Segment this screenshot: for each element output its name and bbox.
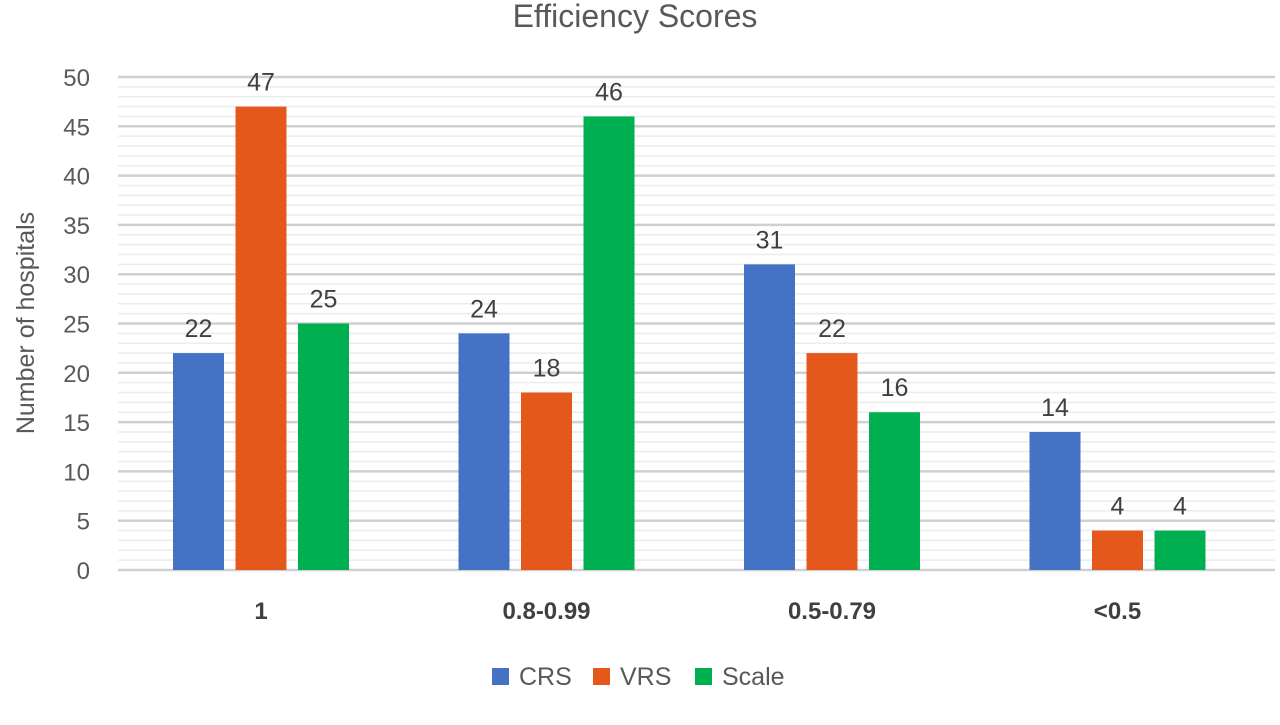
y-axis-label: Number of hospitals bbox=[12, 212, 40, 434]
bar-crs bbox=[173, 353, 224, 570]
data-label: 18 bbox=[533, 355, 561, 383]
x-tick-label: 0.8-0.99 bbox=[502, 598, 590, 625]
data-label: 14 bbox=[1041, 394, 1069, 422]
bar-vrs bbox=[1092, 530, 1143, 570]
y-tick-label: 30 bbox=[63, 262, 90, 289]
y-tick-label: 15 bbox=[63, 410, 90, 437]
data-label: 4 bbox=[1173, 493, 1187, 521]
y-tick-label: 25 bbox=[63, 312, 90, 339]
legend-swatch-scale bbox=[695, 668, 712, 685]
y-tick-label: 5 bbox=[77, 509, 90, 536]
data-label: 22 bbox=[185, 315, 213, 343]
bar-scale bbox=[298, 323, 349, 570]
legend-swatch-crs bbox=[492, 668, 509, 685]
y-tick-label: 0 bbox=[77, 558, 90, 585]
bar-vrs bbox=[521, 392, 572, 570]
bar-crs bbox=[458, 333, 510, 570]
data-label: 4 bbox=[1111, 493, 1125, 521]
data-label: 31 bbox=[756, 226, 784, 254]
data-label: 22 bbox=[818, 315, 846, 343]
bar-scale bbox=[869, 412, 920, 570]
y-tick-label: 45 bbox=[63, 114, 90, 141]
legend-swatch-vrs bbox=[593, 668, 610, 685]
bar-crs bbox=[1029, 431, 1081, 570]
y-tick-label: 10 bbox=[63, 459, 90, 486]
bar-vrs bbox=[235, 106, 287, 570]
y-tick-label: 20 bbox=[63, 361, 90, 388]
legend-label: Scale bbox=[722, 663, 785, 691]
data-label: 24 bbox=[470, 295, 498, 323]
bar-crs bbox=[744, 264, 795, 570]
x-tick-label: 0.5-0.79 bbox=[788, 598, 876, 625]
data-label: 47 bbox=[247, 69, 275, 97]
legend-label: VRS bbox=[620, 663, 671, 691]
x-tick-label: 1 bbox=[254, 598, 267, 625]
y-tick-label: 35 bbox=[63, 213, 90, 240]
y-tick-label: 40 bbox=[63, 164, 90, 191]
x-tick-label: <0.5 bbox=[1094, 598, 1141, 625]
data-label: 25 bbox=[310, 286, 338, 314]
bar-scale bbox=[1154, 530, 1206, 570]
data-label: 16 bbox=[881, 374, 909, 402]
legend-label: CRS bbox=[519, 663, 572, 691]
bar-vrs bbox=[806, 353, 858, 570]
y-tick-label: 50 bbox=[63, 65, 90, 92]
data-label: 46 bbox=[595, 78, 623, 106]
chart-title: Efficiency Scores bbox=[513, 0, 758, 34]
bar-scale bbox=[583, 116, 635, 570]
